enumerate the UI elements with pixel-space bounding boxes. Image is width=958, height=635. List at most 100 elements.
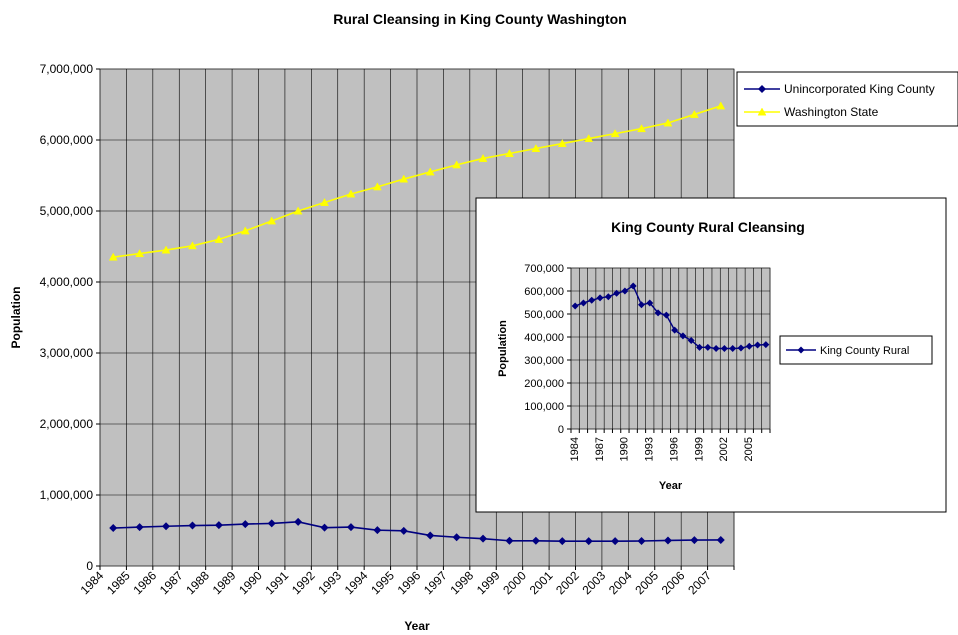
data-point [293,206,303,215]
data-point [720,345,728,352]
x-tick-label: 1996 [395,568,424,597]
x-tick-label: 1995 [368,568,397,597]
data-point [629,282,637,290]
chart-title: Rural Cleansing in King County Washingto… [333,11,626,27]
data-point [584,537,593,546]
data-point [135,249,145,258]
x-tick-label: 1988 [183,568,212,597]
data-point [161,245,171,254]
data-point [320,197,329,206]
data-point [584,134,594,143]
data-point [604,293,612,301]
y-tick-label: 7,000,000 [40,62,94,76]
data-point [135,523,144,532]
x-tick-label: 1990 [619,437,631,461]
legend-marker [757,107,767,116]
data-point [754,341,762,349]
legend-marker [758,85,766,93]
x-tick-label: 1990 [236,568,265,597]
y-tick-label: 2,000,000 [40,417,94,431]
x-tick-label: 1993 [315,568,344,597]
x-tick-label: 2001 [527,568,556,597]
y-tick-label: 0 [558,424,564,436]
x-tick-label: 2005 [743,437,755,461]
data-point [696,343,704,351]
x-tick-label: 1999 [693,437,705,461]
y-tick-label: 300,000 [524,355,564,367]
x-tick-label: 2005 [632,568,661,597]
x-tick-label: 1991 [262,568,291,597]
data-point [346,189,356,198]
data-point [762,341,770,349]
legend-label: Unincorporated King County [784,82,935,96]
data-point [452,533,461,542]
x-tick-label: 1985 [104,568,133,597]
data-point [452,160,462,169]
data-point [671,326,679,334]
data-point [399,174,409,183]
data-point [611,537,620,546]
data-point [267,519,276,528]
data-point [478,153,488,162]
y-axis-label: Population [497,320,509,377]
data-point [716,535,725,544]
inset-chart: King County Rural Cleansing 0 100,000 200,0… [475,197,947,513]
data-point [373,526,382,535]
x-tick-label: 2003 [579,568,608,597]
x-tick-label: 1993 [644,437,656,461]
y-tick-label: 400,000 [524,332,564,344]
data-point [679,332,687,340]
y-tick-label: 3,000,000 [40,346,94,360]
data-point [505,536,514,545]
y-tick-label: 600,000 [524,286,564,298]
data-point [610,129,620,138]
data-point [646,299,654,307]
data-point [687,336,695,344]
data-point [425,167,435,176]
data-point [531,536,540,545]
x-axis-label: Year [404,619,430,633]
data-point [637,537,646,546]
data-point [571,302,579,310]
legend-box [736,71,958,127]
x-tick-label: 2006 [659,568,688,597]
data-point [109,524,118,533]
y-tick-label: 4,000,000 [40,275,94,289]
x-tick-label: 2000 [500,568,529,597]
series-line [113,105,722,258]
inset-legend-label: King County Rural [820,345,909,357]
data-point [654,309,662,317]
data-point [346,523,355,532]
y-tick-label: 100,000 [524,401,564,413]
data-point [716,101,726,110]
data-point [162,522,171,531]
x-tick-label: 2002 [553,568,582,597]
y-tick-label: 200,000 [524,378,564,390]
data-point [558,537,567,546]
x-tick-label: 1998 [447,568,476,597]
y-tick-label: 500,000 [524,309,564,321]
data-point [712,345,720,352]
series-line [113,521,721,542]
data-point [637,301,645,309]
main-legend: Unincorporated King County Washington Sta… [736,71,958,127]
data-point [737,344,745,352]
data-point [214,521,223,530]
x-tick-label: 1999 [474,568,503,597]
legend-label: Washington State [784,105,879,119]
x-tick-label: 1984 [78,568,107,597]
x-tick-label: 1992 [289,568,318,597]
data-point [372,182,382,191]
x-tick-label: 1996 [668,437,680,461]
data-point [267,216,277,225]
data-point [557,139,567,147]
y-axis-label: Population [9,287,23,349]
x-tick-label: 1984 [569,437,581,461]
data-point [294,517,303,526]
data-point [108,252,118,261]
data-point [663,536,672,545]
y-tick-label: 0 [86,559,93,573]
data-point [579,299,587,307]
x-tick-label: 1987 [157,568,186,597]
